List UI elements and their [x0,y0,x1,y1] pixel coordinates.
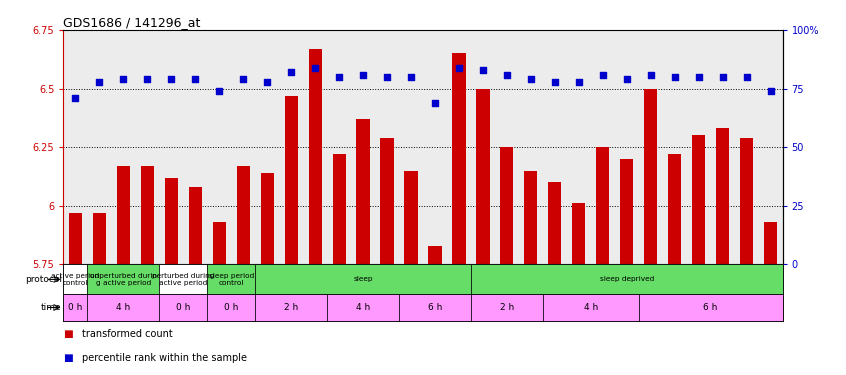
Bar [309,49,321,264]
Text: sleep period
control: sleep period control [209,273,254,286]
Bar [255,294,327,321]
Bar [237,166,250,264]
Text: unperturbed durin
g active period: unperturbed durin g active period [90,273,157,286]
Point [524,76,537,82]
Bar [117,166,130,264]
Bar [140,166,154,264]
Point [69,95,82,101]
Bar [165,178,178,264]
Bar [212,222,226,264]
Point [739,74,753,80]
Bar [692,135,706,264]
Bar [639,294,783,321]
Text: ■: ■ [63,353,74,363]
Point [620,76,634,82]
Text: 0 h: 0 h [69,303,83,312]
Text: time: time [41,303,62,312]
Text: 2 h: 2 h [500,303,514,312]
Text: percentile rank within the sample: percentile rank within the sample [82,353,247,363]
Point [140,76,154,82]
Bar [261,173,274,264]
Text: 0 h: 0 h [224,303,239,312]
Text: sleep deprived: sleep deprived [600,276,654,282]
Text: perturbed during
active period: perturbed during active period [152,273,215,286]
Point [572,79,585,85]
Point [284,69,298,75]
Text: 4 h: 4 h [584,303,598,312]
Bar [207,294,255,321]
Text: transformed count: transformed count [82,329,173,339]
Point [404,74,418,80]
Point [92,79,106,85]
Bar [356,119,370,264]
Bar [332,154,346,264]
Point [452,64,465,70]
Bar [284,96,298,264]
Point [332,74,346,80]
Bar [87,264,159,294]
Bar [207,264,255,294]
Point [428,100,442,106]
Point [644,72,657,78]
Bar [87,294,159,321]
Text: 2 h: 2 h [284,303,299,312]
Bar [668,154,681,264]
Text: GDS1686 / 141296_at: GDS1686 / 141296_at [63,16,201,29]
Bar [63,264,87,294]
Text: active period
control: active period control [52,273,100,286]
Bar [453,53,465,264]
Point [596,72,609,78]
Bar [572,204,585,264]
Bar [404,171,418,264]
Bar [471,264,783,294]
Bar [543,294,639,321]
Bar [716,128,729,264]
Bar [159,264,207,294]
Text: 0 h: 0 h [176,303,190,312]
Bar [596,147,609,264]
Text: 4 h: 4 h [116,303,130,312]
Bar [548,182,562,264]
Point [236,76,250,82]
Bar [644,88,657,264]
Point [380,74,393,80]
Bar [500,147,514,264]
Bar [381,138,393,264]
Point [500,72,514,78]
Point [667,74,681,80]
Point [308,64,321,70]
Text: 6 h: 6 h [704,303,717,312]
Point [356,72,370,78]
Bar [428,246,442,264]
Bar [740,138,753,264]
Bar [620,159,634,264]
Point [548,79,562,85]
Bar [399,294,471,321]
Bar [525,171,537,264]
Text: protocol: protocol [25,275,62,284]
Bar [476,88,490,264]
Point [164,76,178,82]
Bar [255,264,471,294]
Bar [471,294,543,321]
Text: 4 h: 4 h [356,303,371,312]
Point [764,88,777,94]
Point [692,74,706,80]
Bar [327,294,399,321]
Point [476,67,490,73]
Bar [69,213,82,264]
Bar [159,294,207,321]
Text: sleep: sleep [354,276,373,282]
Bar [189,187,202,264]
Text: 6 h: 6 h [428,303,442,312]
Point [261,79,274,85]
Point [117,76,130,82]
Bar [63,294,87,321]
Point [189,76,202,82]
Point [212,88,226,94]
Bar [764,222,777,264]
Bar [93,213,106,264]
Point [716,74,729,80]
Text: ■: ■ [63,329,74,339]
